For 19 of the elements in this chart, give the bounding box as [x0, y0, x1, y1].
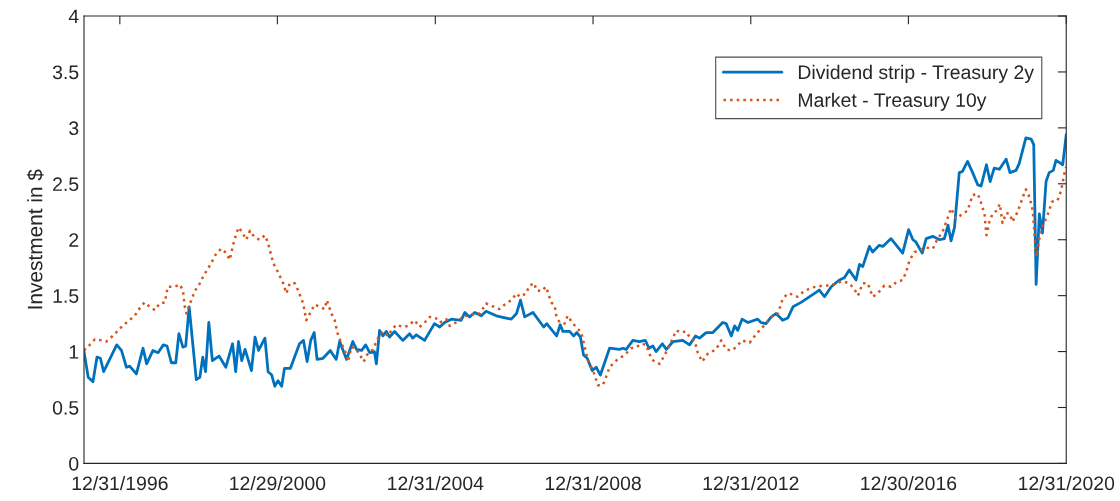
y-axis-title: Investment in $: [26, 169, 44, 309]
x-tick-label: 12/31/2020: [1019, 475, 1115, 491]
x-tick-label: 12/31/2012: [703, 475, 799, 491]
x-tick-label: 12/30/2016: [861, 475, 957, 491]
x-tick-label: 12/29/2000: [230, 475, 326, 491]
y-tick-label: 0: [69, 456, 79, 471]
y-tick-label: 2.5: [53, 177, 79, 192]
legend-label: Dividend strip - Treasury 2y: [798, 64, 1034, 83]
x-tick-label: 12/31/1996: [72, 475, 168, 491]
y-tick-label: 4: [68, 9, 79, 24]
x-tick-label: 12/31/2008: [545, 475, 641, 491]
legend-label: Market - Treasury 10y: [798, 92, 987, 111]
x-tick-label: 12/31/2004: [388, 475, 484, 491]
y-tick-label: 0.5: [52, 400, 79, 415]
y-tick-label: 3: [69, 121, 79, 136]
y-tick-label: 3.5: [52, 65, 79, 80]
y-tick-label: 1: [69, 345, 79, 359]
y-tick-label: 1.5: [53, 289, 79, 303]
y-tick-label: 2: [69, 233, 79, 247]
